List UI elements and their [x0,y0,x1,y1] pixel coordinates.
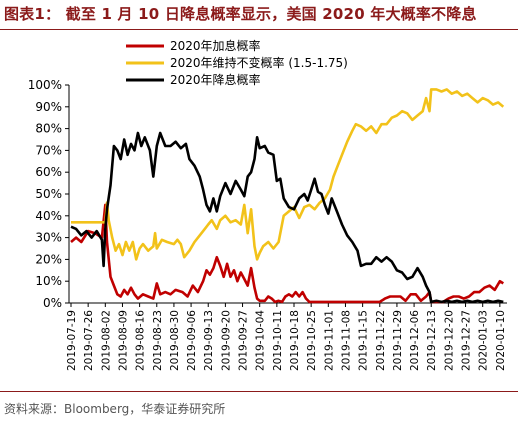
y-tick-label: 50% [35,187,62,201]
x-tick-label: 2019-08-09 [117,310,129,371]
figure-title-bar: 图表1： 截至 1 月 10 日降息概率显示，美国 2020 年大概率不降息 [0,0,518,30]
x-tick-label: 2019-09-20 [220,310,232,371]
y-tick-label: 80% [35,122,62,136]
legend-label-1: 2020年加息概率 [170,38,261,53]
x-tick-label: 2019-12-06 [409,310,421,371]
x-tick-label: 2019-12-13 [426,310,438,371]
figure-title: 图表1： 截至 1 月 10 日降息概率显示，美国 2020 年大概率不降息 [4,5,477,23]
x-tick-label: 2020-01-03 [478,310,490,371]
y-tick-label: 30% [35,231,62,245]
x-tick-label: 2019-10-18 [289,310,301,371]
y-tick-label: 90% [35,100,62,114]
y-tick-label: 0% [43,296,62,310]
y-tick-label: 20% [35,252,62,266]
y-tick-label: 40% [35,209,62,223]
x-tick-label: 2019-09-27 [238,310,250,371]
x-tick-label: 2019-11-29 [392,310,404,371]
x-tick-label: 2019-10-25 [306,310,318,371]
legend-label-2: 2020年维持不变概率 (1.5-1.75) [170,55,348,70]
x-tick-label: 2020-01-10 [495,310,507,371]
source-divider [0,391,518,392]
x-tick-label: 2019-11-15 [358,310,370,371]
x-tick-label: 2019-11-22 [375,310,387,371]
chart-series [70,88,505,304]
series-line-1 [70,203,505,304]
x-tick-label: 2019-10-11 [272,310,284,371]
series-line-2 [71,88,505,261]
y-tick-label: 60% [35,165,62,179]
x-tick-label: 2019-08-02 [100,310,112,371]
x-tick-label: 2019-12-20 [443,310,455,371]
x-tick-label: 2019-10-04 [255,310,267,371]
x-tick-label: 2019-08-23 [152,310,164,371]
title-divider [0,29,518,30]
x-tick-label: 2019-08-16 [135,310,147,371]
y-tick-label: 100% [28,78,62,92]
x-tick-label: 2019-09-13 [203,310,215,371]
x-tick-label: 2019-08-30 [169,310,181,371]
y-tick-label: 70% [35,143,62,157]
chart-axes: 0% 10% 20% 30% 40% 50% 60% 70% 80% 90% 100% 2019-07… [28,78,507,371]
x-tick-label: 2019-07-19 [66,310,78,371]
x-tick-label: 2019-12-27 [461,310,473,371]
y-tick-label: 10% [35,274,62,288]
legend-label-3: 2020年降息概率 [170,72,261,87]
x-tick-label: 2019-09-06 [186,310,198,371]
series-line-3 [70,131,504,304]
x-tick-label: 2019-11-01 [323,310,335,371]
x-tick-label: 2019-11-08 [340,310,352,371]
figure-source: 资料来源：Bloomberg，华泰证券研究所 [4,402,226,416]
line-chart: 2020年加息概率 2020年维持不变概率 (1.5-1.75) 2020年降息概率… [28,38,507,371]
chart-legend: 2020年加息概率 2020年维持不变概率 (1.5-1.75) 2020年降息概率 [126,38,348,87]
x-tick-label: 2019-07-26 [83,310,95,371]
